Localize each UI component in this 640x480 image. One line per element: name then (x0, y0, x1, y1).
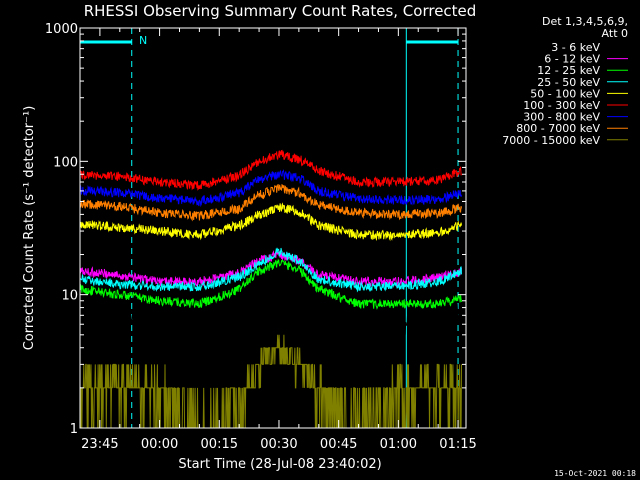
series-line (79, 149, 462, 191)
x-tick-label: 00:00 (141, 437, 178, 452)
series-line (79, 268, 462, 338)
y-tick-label: 100 (53, 155, 78, 170)
series-line (79, 259, 462, 310)
plot-frame (79, 27, 467, 429)
x-tick-label: 00:30 (260, 437, 297, 452)
x-tick-label: 00:15 (201, 437, 238, 452)
legend-label: 7000 - 15000 keV (502, 134, 600, 147)
legend-label: 3 - 6 keV (551, 41, 600, 54)
chart-title: RHESSI Observing Summary Count Rates, Co… (84, 2, 477, 20)
y-tick-label: 1000 (45, 22, 78, 37)
legend-label: 25 - 50 keV (537, 76, 600, 89)
x-tick-label: 01:15 (439, 437, 476, 452)
series-group (79, 149, 462, 429)
series-line (79, 183, 462, 222)
series-line (79, 202, 462, 242)
legend-header-line-1: Det 1,3,4,5,6,9, (542, 15, 628, 28)
y-tick-label: 1 (70, 422, 78, 437)
legend-label: 50 - 100 keV (530, 87, 600, 100)
legend-header-line-2: Att 0 (602, 27, 628, 40)
series-line (80, 334, 462, 429)
y-axis-label: Corrected Count Rate (s⁻¹ detector⁻¹) (22, 106, 37, 351)
legend-label: 300 - 800 keV (523, 111, 600, 124)
y-axis-ticks: 1 10 100 1000 (45, 22, 466, 437)
series-line (79, 247, 462, 293)
footer-timestamp: 15-Oct-2021 00:18 (554, 469, 636, 478)
x-tick-label: 00:45 (320, 437, 357, 452)
legend-label: 6 - 12 keV (544, 53, 600, 66)
legend-label: 800 - 7000 keV (516, 122, 600, 135)
x-axis-label: Start Time (28-Jul-08 23:40:02) (178, 457, 381, 472)
x-axis-ticks: 23:45 00:00 00:15 00:30 00:45 01:00 01:15 (79, 28, 477, 452)
series-line (79, 169, 462, 208)
legend-label: 100 - 300 keV (523, 99, 600, 112)
y-tick-label: 10 (61, 289, 78, 304)
legend-label: 12 - 25 keV (537, 64, 600, 77)
x-tick-label: 23:45 (81, 437, 118, 452)
night-label: N (139, 34, 147, 47)
x-tick-label: 01:00 (380, 437, 417, 452)
